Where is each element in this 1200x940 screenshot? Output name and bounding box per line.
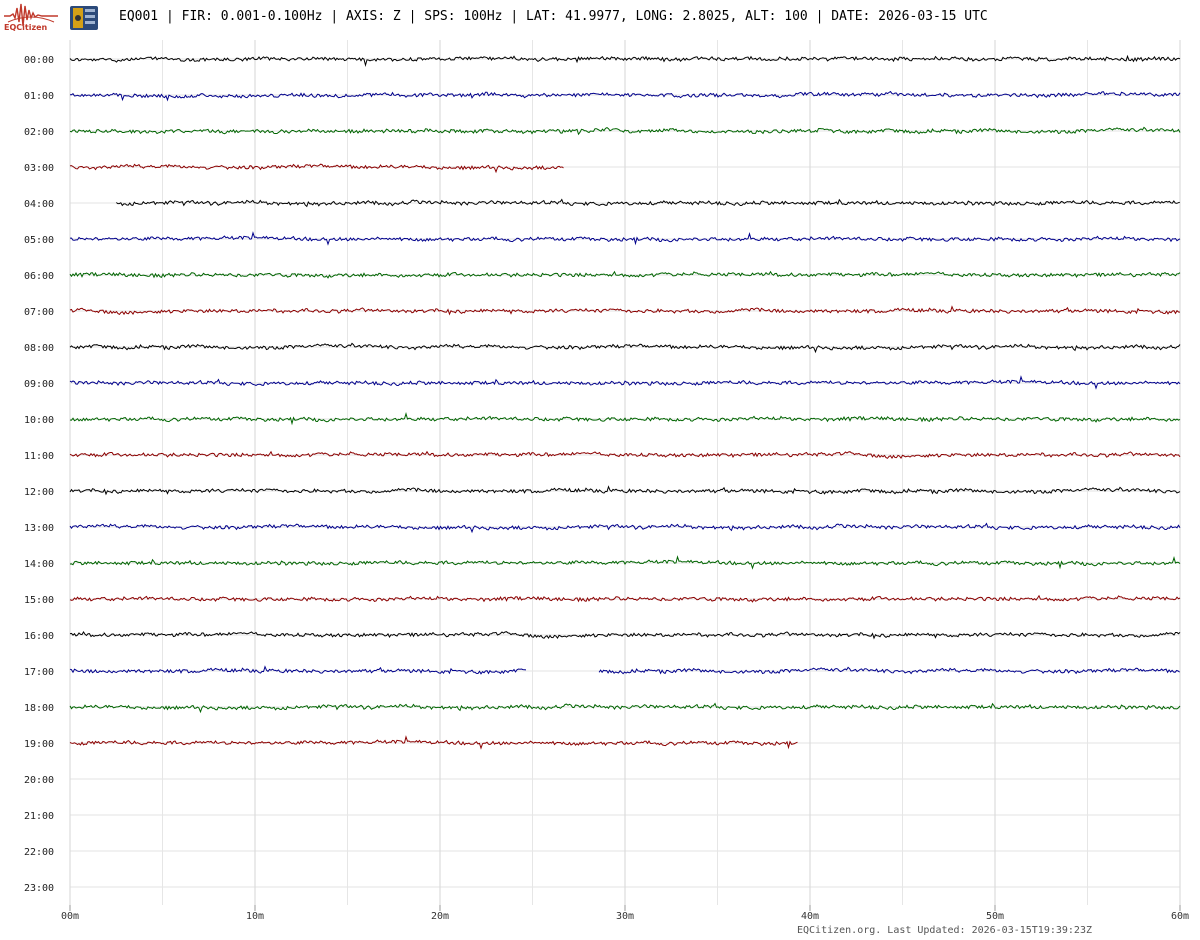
trace-1700 [598, 666, 1180, 675]
sensor-chip-icon [70, 6, 98, 30]
hour-label: 00:00 [24, 55, 54, 66]
hour-label: 19:00 [24, 739, 54, 750]
hour-label: 04:00 [24, 199, 54, 210]
chart-grid [69, 40, 1181, 911]
hour-label: 01:00 [24, 91, 54, 102]
trace-0200 [69, 126, 1181, 136]
trace-0900 [69, 375, 1181, 390]
logo-text: EQCitizen [4, 23, 48, 32]
hour-label: 23:00 [24, 883, 54, 894]
hour-label: 16:00 [24, 631, 54, 642]
chart-title: EQ001 | FIR: 0.001-0.100Hz | AXIS: Z | S… [119, 9, 988, 24]
hour-label: 06:00 [24, 271, 54, 282]
hour-label: 21:00 [24, 811, 54, 822]
hour-label: 14:00 [24, 559, 54, 570]
last-updated-footer: EQCitizen.org. Last Updated: 2026-03-15T… [796, 925, 1092, 936]
x-axis-minute-labels: 00m 10m 20m 30m 40m 50m 60m [61, 911, 1189, 922]
minute-tick-label: 60m [1171, 911, 1189, 922]
trace-1100 [69, 450, 1181, 460]
trace-1000 [69, 412, 1181, 426]
minute-tick-label: 10m [246, 911, 264, 922]
hour-label: 15:00 [24, 595, 54, 606]
trace-0600 [69, 270, 1181, 279]
trace-1900 [69, 735, 798, 750]
trace-0500 [70, 231, 1181, 246]
hour-label: 08:00 [24, 343, 54, 354]
hour-label: 13:00 [24, 523, 54, 534]
trace-0000 [69, 54, 1181, 68]
trace-0300 [69, 163, 564, 174]
hour-label: 02:00 [24, 127, 54, 138]
minute-tick-label: 40m [801, 911, 819, 922]
trace-1400 [69, 555, 1181, 570]
seismic-traces [69, 54, 1181, 750]
hour-label: 09:00 [24, 379, 54, 390]
trace-0800 [69, 342, 1181, 354]
minute-tick-label: 00m [61, 911, 79, 922]
seismograph-logo-icon [4, 3, 58, 27]
trace-1700 [69, 665, 527, 675]
hour-label: 05:00 [24, 235, 54, 246]
hour-label: 22:00 [24, 847, 54, 858]
header: EQCitizen EQ001 | FIR: 0.001-0.100Hz | A… [0, 0, 1200, 36]
hour-label: 10:00 [24, 415, 54, 426]
minute-tick-label: 30m [616, 911, 634, 922]
hour-label: 20:00 [24, 775, 54, 786]
trace-0400 [116, 198, 1180, 208]
trace-0700 [69, 305, 1181, 316]
hour-label: 11:00 [24, 451, 54, 462]
trace-1200 [69, 485, 1181, 496]
hour-label: 12:00 [24, 487, 54, 498]
trace-1600 [69, 631, 1181, 640]
hour-label: 17:00 [24, 667, 54, 678]
hour-label: 18:00 [24, 703, 54, 714]
trace-1500 [69, 594, 1181, 603]
hour-label: 03:00 [24, 163, 54, 174]
trace-1300 [69, 522, 1181, 534]
minute-tick-label: 50m [986, 911, 1004, 922]
trace-1800 [69, 702, 1181, 714]
minute-tick-label: 20m [431, 911, 449, 922]
hour-label: 07:00 [24, 307, 54, 318]
y-axis-hour-labels: 00:00 01:00 02:00 03:00 04:00 05:00 06:00 07:00… [24, 55, 54, 894]
trace-0100 [69, 90, 1181, 102]
